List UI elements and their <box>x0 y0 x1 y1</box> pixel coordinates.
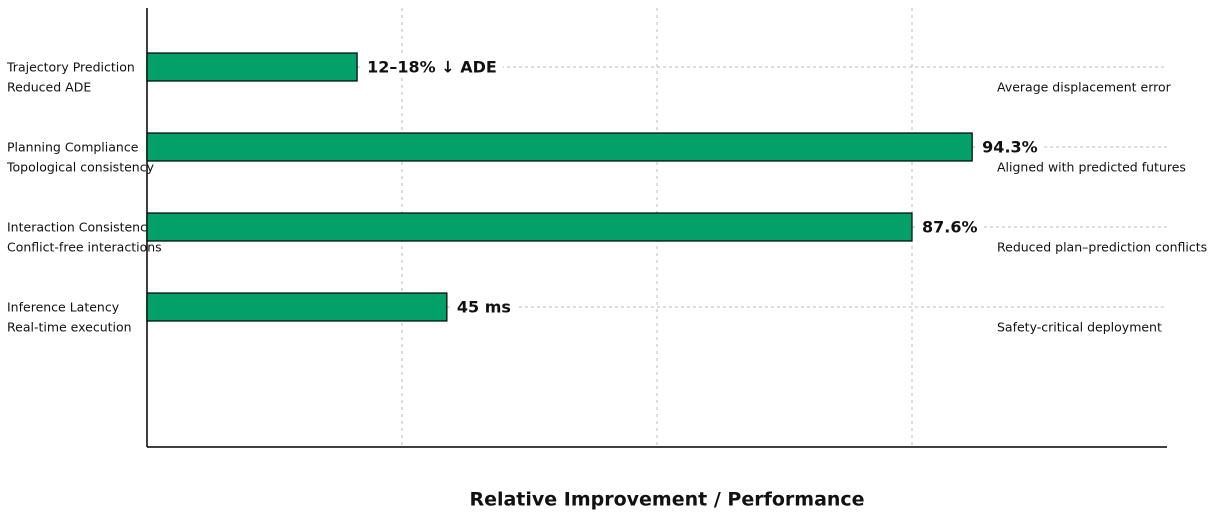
category-label: Planning Compliance <box>7 140 139 155</box>
x-axis-label: Relative Improvement / Performance <box>469 489 864 511</box>
annotation: 94.3% <box>982 138 1038 157</box>
category-sublabel: Topological consistency <box>6 160 155 175</box>
description: Average displacement error <box>997 80 1172 95</box>
bar <box>146 132 973 162</box>
description: Aligned with predicted futures <box>997 160 1186 175</box>
description: Safety-critical deployment <box>997 320 1162 335</box>
annotation-background <box>976 136 1044 158</box>
annotation: 87.6% <box>922 218 978 237</box>
category-sublabel: Reduced ADE <box>7 80 91 95</box>
description: Reduced plan–prediction conflicts <box>997 240 1207 255</box>
annotation: 12–18% ↓ ADE <box>367 58 497 77</box>
category-sublabel: Conflict-free interactions <box>7 240 162 255</box>
annotation-background <box>450 296 517 318</box>
category-sublabel: Real-time execution <box>7 320 132 335</box>
annotation-background <box>361 56 503 78</box>
bar <box>146 292 448 322</box>
bar <box>146 52 358 82</box>
annotation-background <box>916 216 984 238</box>
category-label: Interaction Consistency <box>7 220 155 235</box>
bar <box>146 212 913 242</box>
annotation: 45 ms <box>457 298 511 317</box>
category-label: Trajectory Prediction <box>6 60 135 75</box>
category-label: Inference Latency <box>7 300 120 315</box>
